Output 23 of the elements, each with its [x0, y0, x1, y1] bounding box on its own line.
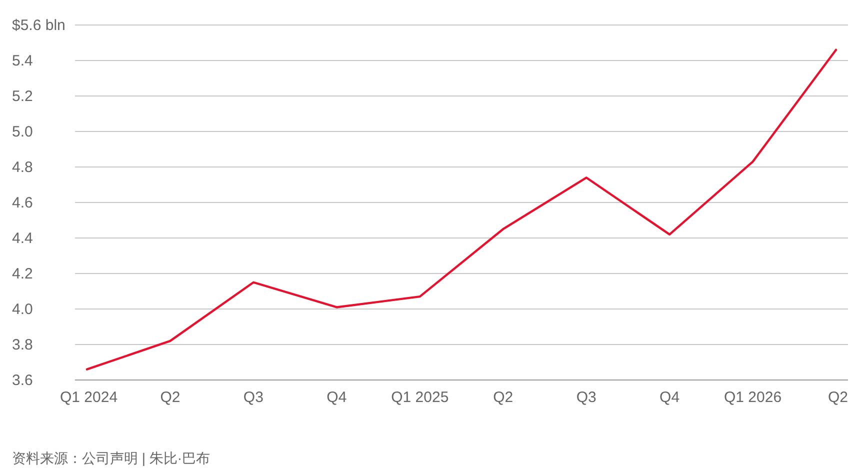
x-tick-label: Q2: [160, 389, 180, 406]
y-tick-label: 4.0: [12, 301, 33, 318]
x-tick-label: Q1 2026: [724, 389, 782, 406]
x-tick-label: Q3: [576, 389, 596, 406]
line-series: [86, 48, 838, 370]
text: 资料来源：公司声明 | 朱比·巴布: [12, 450, 210, 466]
x-tick-label: Q2: [493, 389, 514, 406]
y-tick-label: 3.6: [12, 372, 33, 389]
y-tick-label: 4.6: [12, 194, 33, 212]
x-tick-label: Q4: [660, 389, 680, 406]
y-tick-label: 5.0: [12, 124, 33, 140]
x-tick-label: Q4: [326, 389, 347, 406]
y-tick-label: 5.4: [12, 52, 33, 70]
x-tick-label: Q1 2024: [60, 389, 118, 406]
y-tick-label: 4.4: [12, 230, 33, 247]
x-tick-label: Q2: [828, 389, 848, 406]
y-tick-label: 3.8: [12, 336, 33, 354]
y-tick-label: 5.2: [12, 88, 33, 105]
x-tick-label: Q3: [243, 389, 264, 406]
y-tick-label: $5.6 bln: [12, 17, 66, 34]
x-tick-label: Q1 2025: [391, 389, 449, 406]
y-tick-label: 4.2: [12, 266, 33, 282]
y-tick-label: 4.8: [12, 159, 33, 176]
